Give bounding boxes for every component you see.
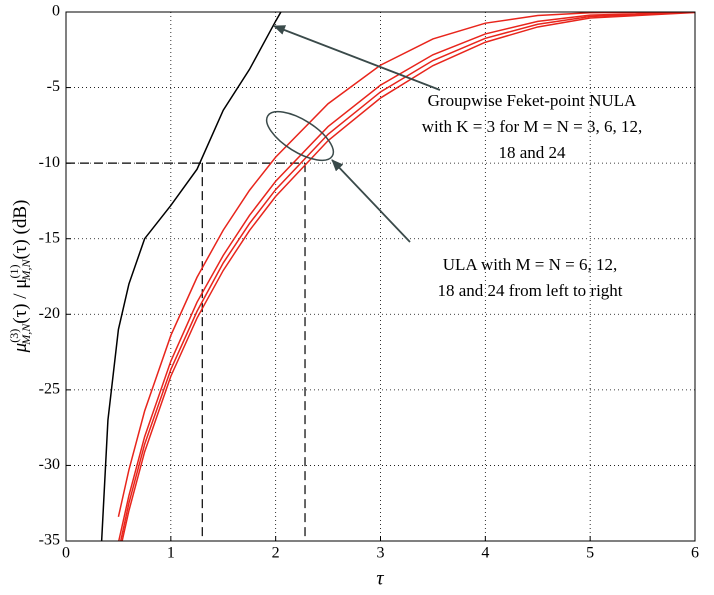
annotation: 18 and 24 from left to right xyxy=(437,281,622,300)
arrow xyxy=(273,25,441,91)
y-tick-label: -25 xyxy=(39,381,60,398)
x-tick-label: 1 xyxy=(167,545,175,562)
y-tick-label: -20 xyxy=(39,305,60,322)
series-line xyxy=(100,12,282,541)
annotation: Groupwise Feket-point NULA xyxy=(428,91,637,110)
x-tick-label: 6 xyxy=(691,545,699,562)
y-tick-label: -15 xyxy=(39,229,60,246)
arrow xyxy=(331,159,411,243)
annotation: ULA with M = N = 6, 12, xyxy=(443,255,618,274)
x-tick-label: 5 xyxy=(586,545,594,562)
y-axis-label-part: (τ) (dB) xyxy=(10,200,31,260)
x-axis-label: τ xyxy=(376,568,384,590)
annotation: 18 and 24 xyxy=(498,143,566,162)
series-line xyxy=(117,12,695,517)
annotation: with K = 3 for M = N = 3, 6, 12, xyxy=(422,117,642,136)
x-tick-label: 2 xyxy=(272,545,280,562)
y-tick-label: -5 xyxy=(47,78,60,95)
y-tick-label: -30 xyxy=(39,456,60,473)
x-tick-label: 0 xyxy=(62,545,70,562)
series-line xyxy=(119,12,695,541)
y-axis-label: μ(3)M,N(τ) / μ(1)M,N(τ) (dB) xyxy=(7,200,33,354)
x-tick-label: 4 xyxy=(481,545,489,562)
y-tick-label: -35 xyxy=(39,532,60,549)
y-axis-label-part: (1) xyxy=(7,265,21,279)
y-axis-label-part: M,N xyxy=(19,323,33,346)
y-tick-label: -10 xyxy=(39,154,60,171)
ellipse-marker xyxy=(265,110,335,162)
series-line xyxy=(121,12,695,541)
y-tick-label: 0 xyxy=(52,3,60,20)
y-axis-label-part: (3) xyxy=(7,329,21,343)
plot-area xyxy=(66,12,695,541)
y-axis-label-part: (τ) / μ xyxy=(10,279,31,324)
y-axis-label-part: M,N xyxy=(19,259,33,282)
series-line xyxy=(117,12,695,541)
x-tick-label: 3 xyxy=(377,545,385,562)
grid xyxy=(65,11,696,542)
y-axis-label-part: μ xyxy=(10,343,31,354)
